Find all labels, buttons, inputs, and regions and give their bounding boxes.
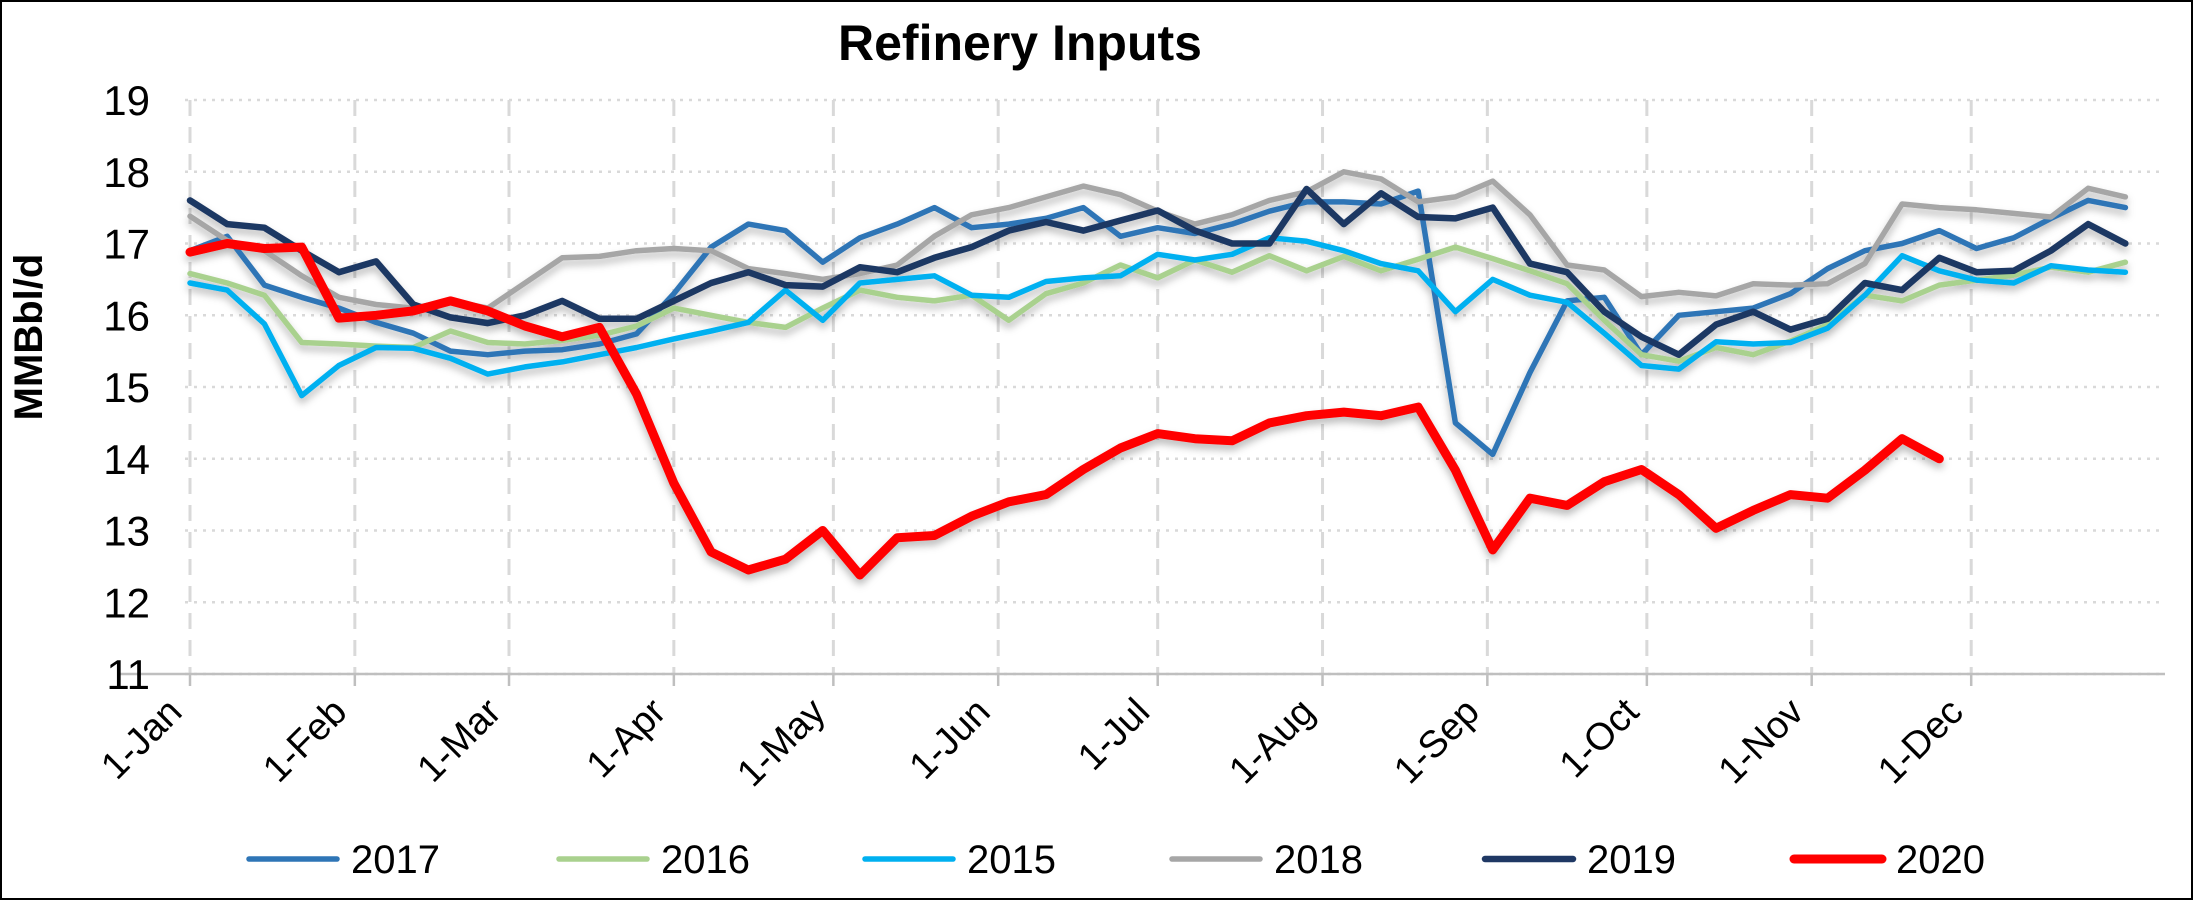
x-tick-label-1-Apr: 1-Apr [579,690,675,786]
legend-label-2015: 2015 [967,838,1056,882]
x-tick-label-1-Sep: 1-Sep [1386,691,1487,792]
y-tick-label-12: 12 [103,579,150,626]
y-tick-label-19: 19 [103,77,150,124]
legend-item-2018: 2018 [1169,838,1363,882]
series-line-2020 [185,239,1944,580]
legend-item-2020: 2020 [1789,838,1985,882]
legend: 2017 2016 2015 2018 2019 2020 [246,838,1985,882]
legend-label-2017: 2017 [351,838,440,882]
vertical-gridlines [188,100,1973,686]
x-tick-label-1-Oct: 1-Oct [1552,690,1648,786]
legend-item-2016: 2016 [556,838,750,882]
y-tick-label-14: 14 [103,436,150,483]
x-tick-label-1-Jan: 1-Jan [93,691,190,788]
legend-item-2017: 2017 [246,838,440,882]
series-line-2015 [187,235,2129,399]
y-tick-label-18: 18 [103,149,150,196]
y-tick-label-13: 13 [103,508,150,555]
y-tick-label-11: 11 [106,651,150,698]
legend-item-2019: 2019 [1481,838,1676,882]
x-tick-label-1-Jun: 1-Jun [902,691,999,788]
legend-label-2018: 2018 [1274,838,1363,882]
legend-label-2019: 2019 [1587,838,1676,882]
x-tick-label-1-Feb: 1-Feb [255,691,355,791]
y-tick-label-15: 15 [103,364,150,411]
x-tick-label-1-Jul: 1-Jul [1070,691,1158,779]
x-tick-label-1-May: 1-May [729,691,833,795]
x-axis-tick-labels: 1-Jan 1-Feb 1-Mar 1-Apr 1-May 1-Jun 1-Jul 1-Aug… [93,690,1971,795]
x-tick-label-1-Aug: 1-Aug [1221,691,1322,792]
horizontal-gridlines [185,98,2162,676]
legend-label-2020: 2020 [1896,838,1985,882]
x-tick-label-1-Mar: 1-Mar [410,690,510,790]
y-axis-title: MMBbl/d [7,254,51,421]
x-tick-label-1-Dec: 1-Dec [1870,691,1971,792]
legend-label-2016: 2016 [661,838,750,882]
series-lines [185,169,2129,580]
x-tick-label-1-Nov: 1-Nov [1711,691,1812,792]
y-tick-label-17: 17 [103,221,150,268]
y-tick-label-16: 16 [103,292,150,339]
y-axis-tick-labels: 19 18 17 16 15 14 13 12 11 [103,77,150,698]
chart-title: Refinery Inputs [838,15,1202,71]
legend-item-2015: 2015 [862,838,1056,882]
